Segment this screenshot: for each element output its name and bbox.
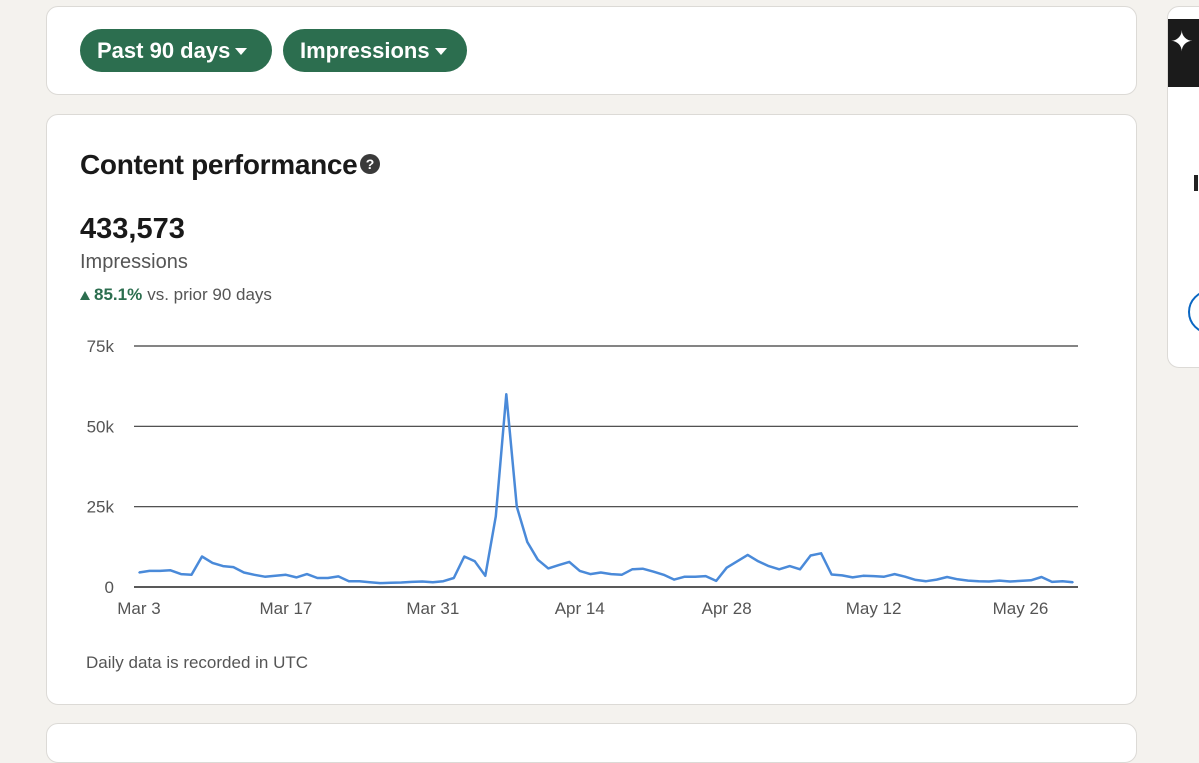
triangle-up-icon xyxy=(80,290,90,300)
side-text-fragment xyxy=(1194,175,1198,191)
total-impressions-value: 433,573 xyxy=(80,213,185,245)
change-percent: 85.1% xyxy=(94,285,143,304)
date-range-label: Past 90 days xyxy=(97,37,231,63)
section-title: Content performance xyxy=(80,149,358,180)
caret-down-icon xyxy=(434,48,447,55)
side-panel: ✦ xyxy=(1167,6,1199,368)
sparkle-icon: ✦ xyxy=(1170,26,1194,57)
side-banner-image xyxy=(1168,19,1199,87)
change-suffix: vs. prior 90 days xyxy=(147,285,272,304)
next-card xyxy=(46,723,1137,763)
change-indicator: 85.1% vs. prior 90 days xyxy=(80,285,272,305)
side-action-button[interactable] xyxy=(1188,290,1199,334)
metric-dropdown[interactable]: Impressions xyxy=(283,29,467,72)
caret-down-icon xyxy=(235,48,248,55)
metric-label: Impressions xyxy=(300,37,430,63)
utc-footnote: Daily data is recorded in UTC xyxy=(86,653,309,672)
date-range-dropdown[interactable]: Past 90 days xyxy=(80,29,272,72)
filter-card: Past 90 days Impressions xyxy=(46,6,1137,95)
total-impressions-label: Impressions xyxy=(80,251,188,273)
question-circle-icon[interactable]: ? xyxy=(360,154,380,174)
content-performance-card: Content performance ? 433,573 Impression… xyxy=(46,114,1137,705)
